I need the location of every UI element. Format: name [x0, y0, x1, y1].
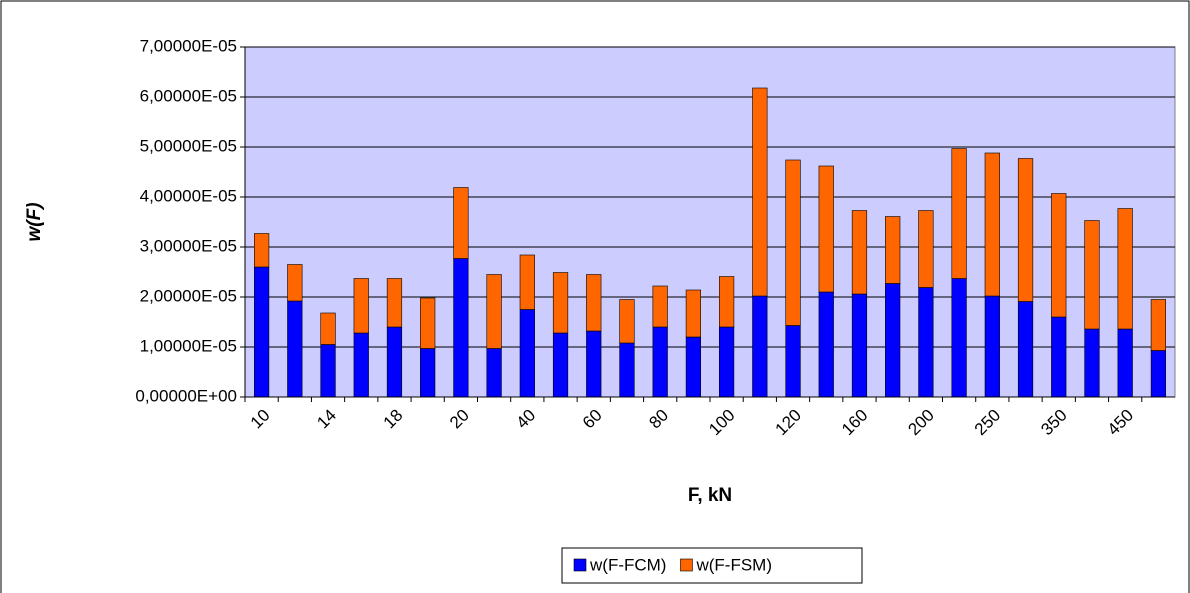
- bar: [951, 278, 967, 398]
- bar: [486, 274, 502, 349]
- y-tick-label: 5,00000E-05: [140, 136, 237, 155]
- bar: [885, 283, 901, 398]
- bar: [1117, 208, 1133, 330]
- bar: [586, 274, 602, 332]
- bar: [1117, 328, 1133, 398]
- bar: [519, 309, 535, 398]
- x-tick-label: 200: [904, 406, 937, 439]
- legend-swatch: [680, 558, 693, 572]
- bar: [1150, 299, 1166, 351]
- bar: [353, 332, 369, 398]
- y-tick-label: 3,00000E-05: [140, 236, 237, 255]
- x-tick-label: 18: [380, 406, 407, 433]
- bar: [951, 148, 967, 279]
- x-tick-label: 10: [247, 406, 274, 433]
- bar: [918, 287, 934, 398]
- x-tick-label: 350: [1037, 406, 1070, 439]
- bar: [254, 266, 270, 398]
- legend-label: w(F-FCM): [589, 555, 666, 574]
- bar: [552, 272, 569, 334]
- bar: [652, 285, 668, 328]
- bar: [984, 295, 1000, 398]
- bar: [1051, 193, 1067, 318]
- x-axis-title: F, kN: [688, 485, 732, 506]
- x-tick-label: 40: [513, 406, 540, 433]
- bar: [1051, 316, 1067, 398]
- bar: [386, 278, 403, 328]
- bar: [752, 87, 768, 297]
- bar: [353, 278, 369, 334]
- y-tick-label: 1,00000E-05: [140, 336, 237, 355]
- bar: [685, 336, 701, 398]
- x-tick-label: 120: [772, 406, 805, 439]
- y-tick-label: 0,00000E+00: [135, 386, 237, 405]
- x-tick-label: 450: [1104, 406, 1137, 439]
- x-tick-label: 160: [838, 406, 871, 439]
- bar: [287, 300, 303, 398]
- bar: [552, 332, 569, 398]
- bar: [984, 152, 1000, 297]
- y-tick-label: 4,00000E-05: [140, 186, 237, 205]
- bar: [851, 210, 868, 295]
- bar: [254, 233, 270, 268]
- bar: [420, 297, 436, 349]
- bar: [1017, 301, 1034, 398]
- bar: [519, 254, 535, 310]
- bar: [718, 326, 735, 398]
- bar: [386, 326, 403, 398]
- y-tick-label: 6,00000E-05: [140, 86, 237, 105]
- bar: [320, 344, 336, 398]
- bar: [818, 165, 834, 293]
- legend-swatch: [573, 558, 587, 572]
- y-tick-label: 7,00000E-05: [140, 36, 237, 55]
- x-tick-label: 20: [446, 406, 473, 433]
- bar: [685, 289, 701, 338]
- bar: [619, 342, 635, 398]
- plot-area: [244, 46, 1176, 398]
- bar: [453, 258, 469, 398]
- bar: [287, 264, 303, 302]
- legend-box: [561, 547, 863, 584]
- legend-label: w(F-FSM): [695, 555, 772, 574]
- bar: [818, 291, 834, 398]
- bar: [320, 312, 336, 345]
- x-tick-label: 60: [579, 406, 606, 433]
- x-tick-label: 250: [971, 406, 1004, 439]
- x-tick-label: 14: [313, 406, 340, 433]
- bar: [918, 210, 934, 288]
- bar: [851, 293, 868, 398]
- bar: [752, 295, 768, 398]
- x-tick-label: 100: [705, 406, 738, 439]
- bar: [652, 326, 668, 398]
- bar: [1017, 158, 1034, 302]
- x-tick-label: 80: [645, 406, 672, 433]
- bar: [486, 348, 502, 398]
- bar: [1084, 220, 1100, 330]
- bar: [453, 187, 469, 259]
- bar: [785, 159, 801, 326]
- bar: [619, 299, 635, 344]
- bar: [1150, 350, 1166, 398]
- y-tick-label: 2,00000E-05: [140, 286, 237, 305]
- bar: [885, 216, 901, 284]
- bar: [1084, 328, 1100, 398]
- bar: [586, 330, 602, 398]
- bar: [420, 348, 436, 398]
- bar: [785, 325, 801, 398]
- y-axis-title: w(F): [24, 202, 45, 241]
- bar: [718, 276, 735, 328]
